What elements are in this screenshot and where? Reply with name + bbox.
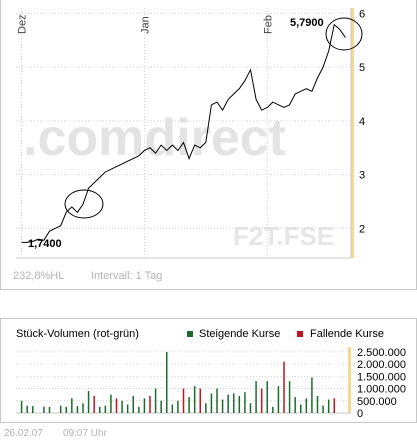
volume-y-tick-label: 1.500.000 [357, 371, 406, 383]
volume-bar [244, 392, 246, 413]
volume-title: Stück-Volumen (rot-grün) [16, 328, 139, 340]
volume-bar [238, 395, 241, 413]
volume-bar [149, 395, 151, 413]
price-y-tick-label: 5 [359, 62, 365, 74]
volume-bar [199, 388, 201, 413]
volume-chart: Stück-Volumen (rot-grün) Steigende Kurse… [16, 328, 406, 420]
price-y-tick-label: 2 [359, 223, 365, 235]
month-label: Jan [139, 16, 151, 34]
footer-time: 09:07 Uhr [63, 428, 107, 439]
volume-bar [48, 406, 51, 413]
month-labels: Dez Jan Feb [17, 14, 275, 34]
volume-bar [277, 386, 280, 413]
volume-bar [132, 395, 134, 413]
volume-chart-panel: Stück-Volumen (rot-grün) Steigende Kurse… [0, 318, 417, 423]
volume-bar [59, 405, 62, 413]
low-marker-circle [64, 189, 104, 219]
volume-bars [20, 351, 335, 413]
volume-bar [255, 381, 257, 413]
volume-bar [221, 399, 224, 413]
volume-bar [182, 388, 185, 413]
volume-bar [205, 403, 207, 413]
volume-bar [99, 406, 101, 413]
volume-bar [216, 388, 218, 413]
volume-bar [266, 381, 268, 413]
volume-bar [154, 388, 157, 413]
legend-falling-label: Fallende Kurse [310, 328, 384, 340]
volume-bar [171, 404, 174, 413]
volume-bar [283, 361, 285, 413]
month-label: Feb [262, 15, 274, 34]
price-line-group [21, 23, 346, 243]
symbol-watermark: F2T.FSE [233, 221, 334, 251]
volume-y-tick-label: 0 [357, 408, 363, 420]
volume-bar [288, 381, 291, 413]
volume-bar [300, 404, 302, 413]
volume-bar [294, 397, 296, 413]
price-y-tick-label: 6 [359, 8, 365, 20]
price-footer-range: 232,8%HL [13, 270, 64, 282]
price-y-tick-label: 3 [359, 170, 365, 182]
legend-rising-label: Steigende Kurse [199, 328, 280, 340]
volume-bar [210, 393, 213, 413]
volume-bar [188, 397, 190, 413]
volume-bar [316, 395, 319, 413]
volume-bar [20, 400, 23, 413]
volume-bar [311, 377, 313, 413]
volume-bar [104, 405, 107, 413]
volume-y-tick-label: 2.000.000 [357, 359, 406, 371]
volume-bar [227, 394, 229, 413]
volume-bar [115, 398, 118, 413]
volume-bar [71, 398, 73, 413]
low-price-label: 1,7400 [28, 238, 62, 250]
volume-bar [166, 351, 168, 413]
volume-bar [193, 386, 196, 413]
legend-falling-swatch [297, 331, 303, 337]
volume-bar [26, 405, 28, 413]
footer-date: 26.02.07 [4, 428, 43, 439]
volume-bar [65, 406, 67, 413]
volume-accent-band [348, 347, 351, 413]
high-marker-circle [325, 17, 363, 51]
month-label: Dez [17, 14, 29, 34]
volume-bar [87, 391, 90, 413]
volume-y-tick-label: 1.000.000 [357, 384, 406, 396]
volume-bar [333, 398, 335, 413]
volume-bar [76, 406, 79, 413]
volume-bar [272, 406, 274, 413]
volume-bar [249, 403, 252, 413]
legend-rising-swatch [187, 331, 193, 337]
volume-bar [43, 406, 45, 413]
price-y-axis: 2 3 4 5 6 [359, 8, 365, 235]
volume-y-axis: 500.0001.000.0001.500.0002.000.0002.500.… [357, 347, 406, 420]
price-footer-interval: Intervall: 1 Tag [91, 270, 162, 282]
volume-y-tick-label: 2.500.000 [357, 347, 406, 359]
price-line [21, 23, 346, 243]
volume-bar [260, 388, 263, 413]
volume-bar [121, 400, 123, 413]
volume-bar [160, 400, 162, 413]
volume-bar [177, 400, 179, 413]
volume-bar [305, 398, 308, 413]
volume-bar [32, 406, 34, 413]
watermark: .comdirect [23, 109, 286, 167]
price-chart: .comdirect F2T.FSE 2 3 4 5 6 1,7400 5,7900 D… [13, 8, 365, 282]
volume-bar [327, 399, 330, 413]
volume-bar [322, 405, 324, 413]
volume-bar [138, 406, 140, 413]
volume-bar [126, 404, 129, 413]
volume-bar [143, 398, 146, 413]
volume-bar [233, 393, 235, 413]
volume-bar [110, 394, 112, 413]
price-y-tick-label: 4 [359, 116, 365, 128]
price-grid [16, 8, 354, 259]
volume-bar [93, 395, 95, 413]
high-price-label: 5,7900 [290, 17, 324, 29]
price-accent-band [351, 8, 354, 258]
volume-y-tick-label: 500.000 [357, 396, 397, 408]
price-chart-panel: .comdirect F2T.FSE 2 3 4 5 6 1,7400 5,7900 D… [0, 0, 417, 290]
volume-bar [82, 403, 84, 413]
